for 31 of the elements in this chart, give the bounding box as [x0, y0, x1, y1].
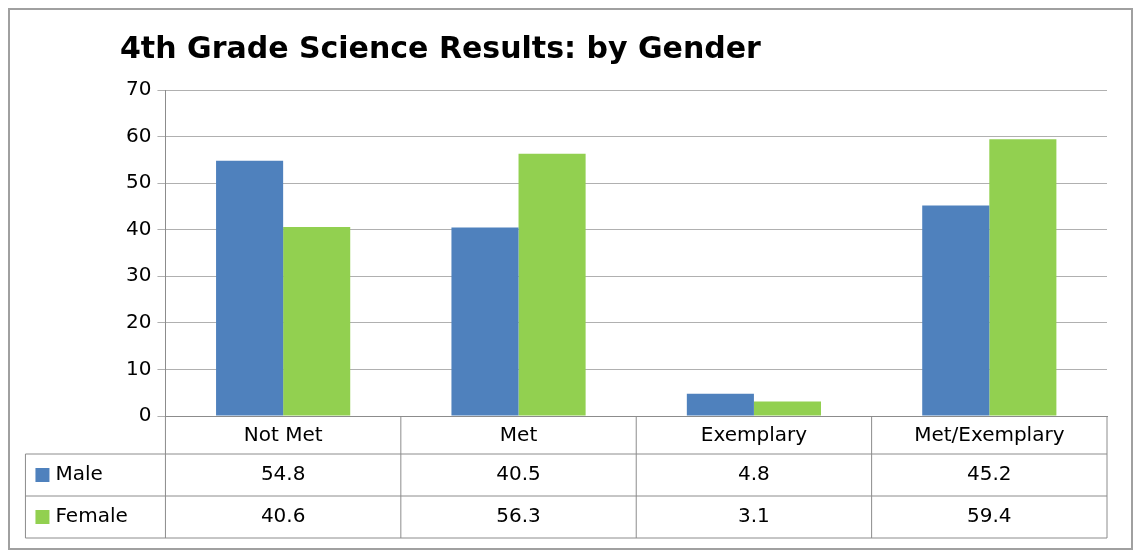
chart-title: 4th Grade Science Results: by Gender [120, 29, 762, 65]
data-label: 56.3 [496, 503, 541, 528]
y-tick-label: 20 [126, 309, 152, 334]
x-tick-label: Met [499, 422, 538, 447]
y-tick-label: 40 [126, 215, 152, 240]
bar [518, 153, 586, 416]
data-label: 54.8 [260, 461, 306, 486]
bar [989, 139, 1057, 416]
y-tick-label: 30 [126, 262, 152, 287]
y-tick-label: 50 [126, 169, 152, 194]
y-tick-label: 0 [138, 402, 152, 427]
x-tick-label: Not Met [243, 422, 323, 447]
data-label: 3.1 [738, 503, 770, 528]
legend-label: Male [55, 461, 103, 486]
bar [922, 205, 990, 416]
data-label: 40.6 [260, 503, 306, 528]
y-tick-label: 60 [126, 122, 152, 147]
y-tick-label: 70 [126, 76, 152, 101]
y-tick-label: 10 [126, 355, 152, 380]
data-label: 45.2 [967, 461, 1012, 486]
bar [283, 226, 351, 416]
data-label: 40.5 [496, 461, 541, 486]
data-label: 59.4 [967, 503, 1012, 528]
bar [216, 160, 284, 416]
legend-label: Female [55, 503, 128, 528]
bar [451, 227, 519, 416]
data-label: 4.8 [738, 461, 770, 486]
x-tick-label: Met/Exemplary [914, 422, 1065, 447]
bar [753, 401, 821, 416]
x-tick-label: Exemplary [700, 422, 808, 447]
bar [686, 393, 754, 416]
